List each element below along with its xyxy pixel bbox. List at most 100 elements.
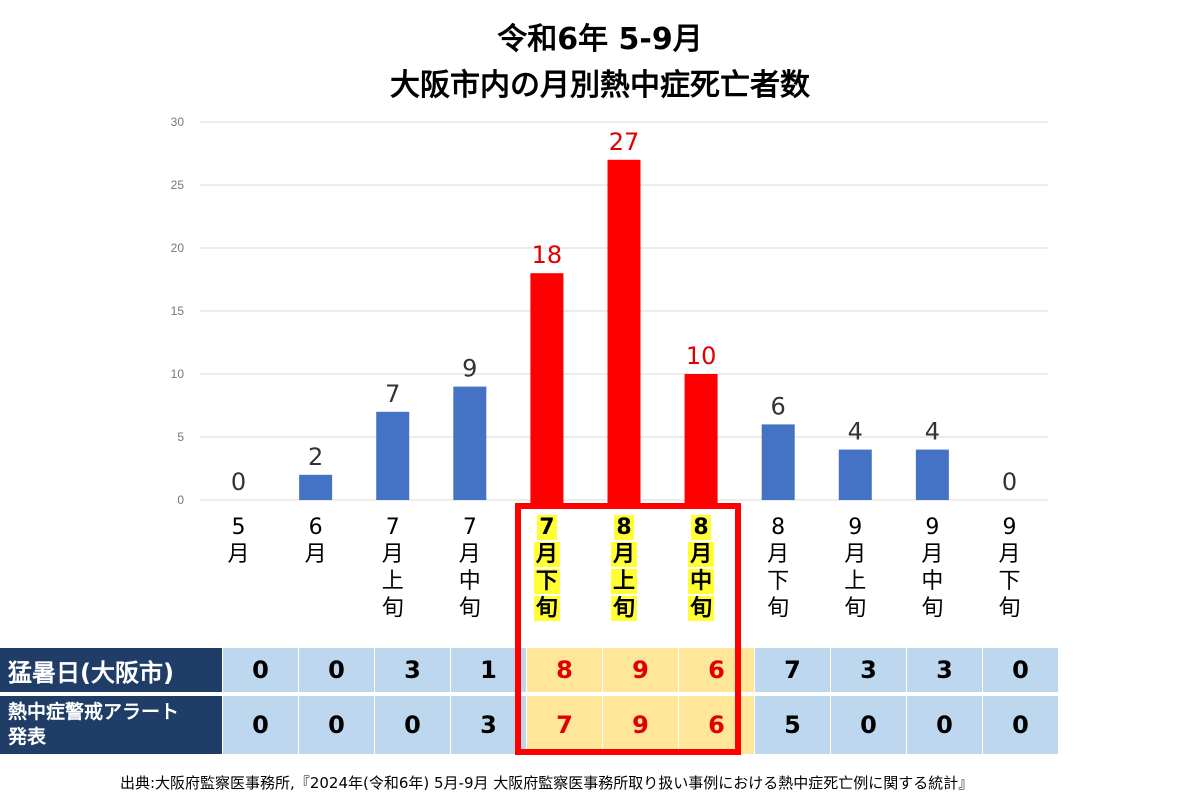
x-tick-char: 月	[610, 542, 637, 567]
data-label-3: 9	[462, 355, 477, 383]
x-tick-char-line: 8	[604, 514, 644, 541]
bar-4	[530, 273, 564, 506]
table-cell: 0	[831, 696, 906, 754]
x-tick-char-line: 下	[767, 569, 790, 594]
x-tick-char-line: 5	[231, 515, 246, 540]
x-tick-char-line: 旬	[681, 595, 721, 622]
chart-title-line2: 大阪市内の月別熱中症死亡者数	[390, 68, 810, 103]
x-tick-char-line: 月	[227, 542, 250, 567]
table-cell: 0	[983, 696, 1058, 754]
table-cell: 9	[603, 648, 678, 692]
x-tick-char: 中	[688, 569, 715, 594]
bar-9	[915, 449, 949, 500]
table-cell: 3	[451, 696, 526, 754]
x-tick-char-line: 上	[381, 569, 404, 594]
row-header-heat-days: 猛暑日(大阪市)	[0, 648, 222, 692]
x-tick-char-line: 旬	[767, 596, 790, 621]
table-cell: 3	[907, 648, 982, 692]
table-cell: 7	[527, 696, 602, 754]
bar-6	[684, 374, 718, 506]
bar-2	[376, 411, 410, 500]
x-tick-char-line: 月	[381, 542, 404, 567]
source-note: 出典:大阪府監察医事務所,『2024年(令和6年) 5月-9月 大阪府監察医事務…	[120, 774, 974, 792]
x-tick-char-line: 月	[527, 541, 567, 568]
table-cell: 0	[983, 648, 1058, 692]
x-tick-char-line: 旬	[458, 596, 481, 621]
table-cell: 0	[907, 696, 982, 754]
table-cell: 6	[679, 696, 754, 754]
y-tick-label: 25	[171, 178, 185, 192]
bar-3	[453, 386, 487, 500]
x-tick-char: 月	[533, 542, 560, 567]
x-tick-char-line: 旬	[527, 595, 567, 622]
bar-7	[761, 424, 795, 500]
table-cell: 8	[527, 648, 602, 692]
x-tick-char-line: 月	[844, 542, 867, 567]
table-cell: 0	[299, 696, 374, 754]
x-tick-char-line: 月	[681, 541, 721, 568]
data-label-9: 4	[925, 418, 940, 446]
data-label-0: 0	[231, 468, 246, 496]
data-label-1: 2	[308, 443, 323, 471]
table-cell: 7	[755, 648, 830, 692]
x-tick-char-line: 旬	[998, 596, 1021, 621]
data-label-4: 18	[532, 241, 563, 269]
x-tick-char-line: 月	[767, 542, 790, 567]
x-tick-char: 8	[691, 515, 711, 540]
row-header-alerts-line1: 熱中症警戒アラート	[8, 701, 180, 723]
table-cell: 0	[223, 648, 298, 692]
chart-title-line1: 令和6年 5-9月	[497, 22, 703, 57]
x-tick-char: 旬	[610, 596, 637, 621]
table-cell: 0	[223, 696, 298, 754]
x-tick-char-line: 7	[527, 514, 567, 541]
x-tick-char-line: 7	[462, 515, 477, 540]
data-label-7: 6	[771, 392, 786, 420]
x-tick-char-line: 月	[604, 541, 644, 568]
data-label-2: 7	[385, 380, 400, 408]
bar-5	[607, 159, 641, 507]
x-tick-char-line: 下	[527, 568, 567, 595]
x-tick-char-line: 月	[998, 542, 1021, 567]
y-tick-label: 10	[171, 367, 185, 381]
x-tick-char-line: 8	[681, 514, 721, 541]
y-tick-label: 5	[177, 430, 184, 444]
y-tick-label: 30	[171, 115, 185, 129]
x-tick-char-line: 中	[458, 569, 481, 594]
x-tick-char-line: 旬	[844, 596, 867, 621]
x-tick-char-line: 7	[385, 515, 400, 540]
x-tick-char: 旬	[533, 596, 560, 621]
bar-1	[299, 474, 333, 500]
y-tick-label: 15	[171, 304, 185, 318]
y-tick-label: 0	[177, 493, 184, 507]
x-tick-char-line: 旬	[381, 596, 404, 621]
data-label-5: 27	[609, 128, 640, 156]
x-tick-char-line: 月	[458, 542, 481, 567]
table-cell: 0	[375, 696, 450, 754]
data-label-8: 4	[848, 418, 863, 446]
x-tick-char-line: 中	[681, 568, 721, 595]
table-cell: 6	[679, 648, 754, 692]
x-tick-char-line: 9	[925, 515, 940, 540]
x-tick-char-line: 月	[304, 542, 327, 567]
highlight-box	[515, 503, 741, 755]
x-tick-char-line: 上	[604, 568, 644, 595]
x-tick-char-line: 下	[998, 569, 1021, 594]
table-cell: 0	[299, 648, 374, 692]
x-tick-char-line: 上	[844, 569, 867, 594]
x-tick-char: 旬	[688, 596, 715, 621]
table-cell: 3	[375, 648, 450, 692]
x-tick-char-line: 旬	[921, 596, 944, 621]
x-tick-char-line: 6	[308, 515, 323, 540]
x-tick-char-line: 9	[848, 515, 863, 540]
